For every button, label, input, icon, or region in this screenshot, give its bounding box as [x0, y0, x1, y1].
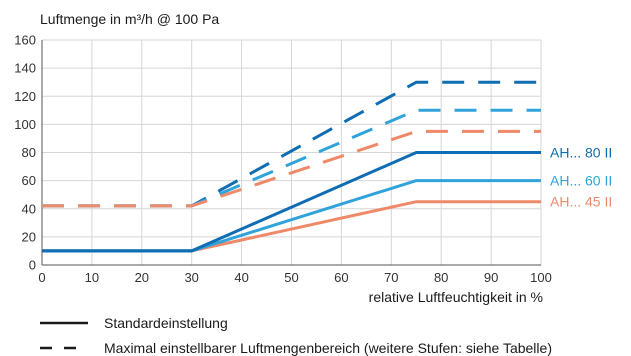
x-tick-label: 100	[530, 270, 552, 285]
x-tick-label: 60	[334, 270, 348, 285]
series-label: AH... 45 II	[550, 194, 612, 210]
series-line-dashed-5	[42, 129, 541, 208]
tick-labels: 0 10 20 30 40 50 60 70 80 90 100 0 20 40 60 80 100 120 140…	[14, 33, 552, 286]
series-lines	[42, 80, 541, 253]
y-tick-label: 140	[14, 61, 36, 76]
x-tick-label: 0	[38, 270, 45, 285]
legend-solid-label: Standardeinstellung	[104, 315, 228, 331]
legend-dashed-label: Maximal einstellbarer Luftmengenbereich …	[104, 340, 552, 356]
x-tick-label: 90	[484, 270, 498, 285]
series-labels: AH... 45 II AH... 60 II AH... 80 II	[550, 145, 612, 210]
y-tick-label: 160	[14, 33, 36, 48]
x-tick-label: 70	[384, 270, 398, 285]
y-axis-title: Luftmenge in m³/h @ 100 Pa	[40, 11, 219, 27]
y-tick-label: 120	[14, 89, 36, 104]
series-label: AH... 80 II	[550, 145, 612, 161]
x-tick-label: 50	[284, 270, 298, 285]
series-label: AH... 60 II	[550, 173, 612, 189]
y-tick-label: 100	[14, 117, 36, 132]
y-tick-label: 40	[22, 201, 36, 216]
x-tick-label: 80	[434, 270, 448, 285]
x-tick-label: 10	[85, 270, 99, 285]
x-axis-title: relative Luftfeuchtigkeit in %	[369, 289, 543, 305]
y-tick-label: 60	[22, 173, 36, 188]
legend: Standardeinstellung Maximal einstellbare…	[40, 315, 552, 356]
y-tick-label: 0	[29, 258, 36, 273]
x-tick-label: 30	[184, 270, 198, 285]
y-tick-label: 20	[22, 229, 36, 244]
x-tick-label: 40	[234, 270, 248, 285]
x-tick-label: 20	[135, 270, 149, 285]
y-tick-label: 80	[22, 145, 36, 160]
